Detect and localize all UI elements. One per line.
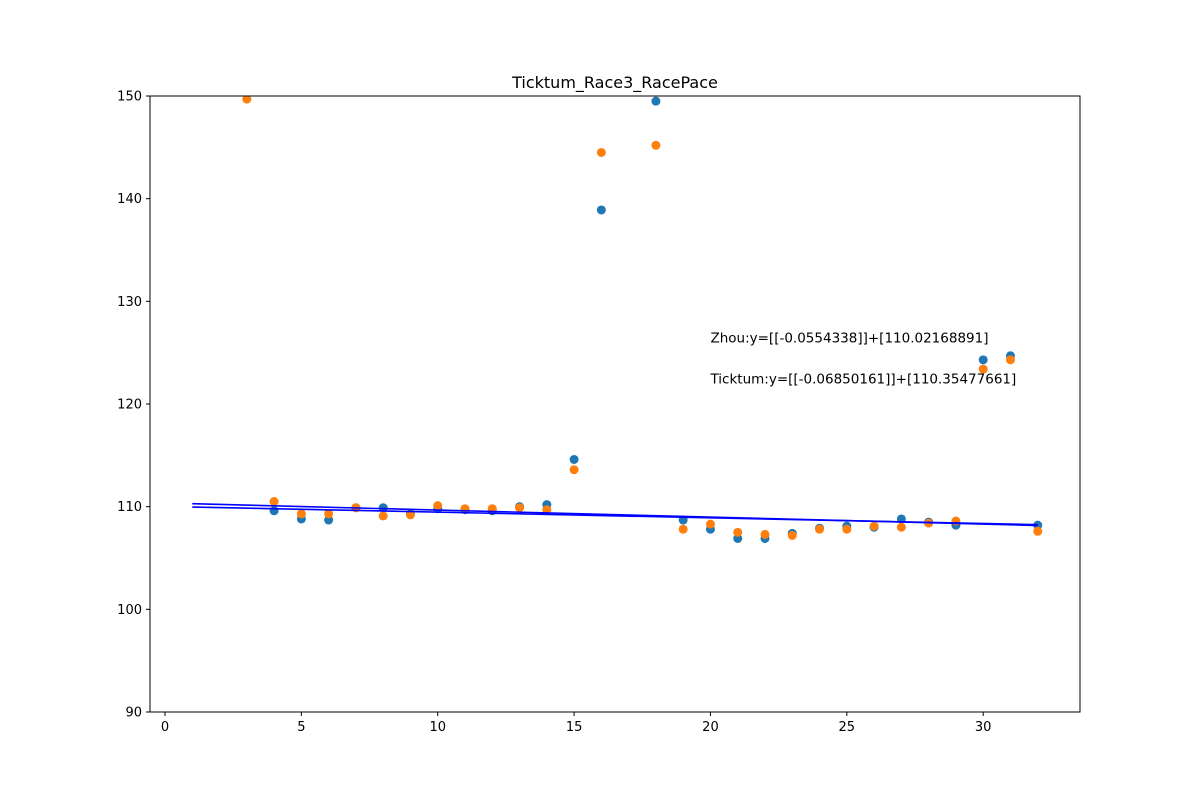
point-series2-17 — [733, 527, 743, 537]
point-series2-21 — [842, 524, 852, 534]
axes: 0 5 10 15 20 25 30 90 100 110 120 130 140 150 — [117, 90, 991, 736]
x-tick-label-0: 0 — [161, 720, 169, 735]
point-series1-4 — [378, 503, 388, 513]
point-series2-6 — [405, 510, 415, 520]
point-series1-16 — [733, 533, 743, 543]
point-series2-10 — [515, 503, 525, 513]
y-tick-label-110: 110 — [117, 500, 142, 515]
plot-frame — [149, 95, 1081, 713]
point-series2-13 — [596, 147, 606, 157]
fit-line-2 — [192, 502, 1038, 527]
x-tick-label-30: 30 — [975, 720, 992, 735]
point-series1-12 — [596, 205, 606, 215]
x-tick-label-25: 25 — [839, 720, 856, 735]
point-series2-16 — [705, 519, 715, 529]
point-series2-11 — [542, 505, 552, 515]
y-tick-label-120: 120 — [117, 398, 142, 413]
point-series1-0 — [269, 506, 279, 516]
point-series2-1 — [269, 497, 279, 507]
y-tick-label-100: 100 — [117, 603, 142, 618]
point-series2-27 — [1005, 355, 1015, 365]
point-series2-14 — [651, 140, 661, 150]
x-tick-label-5: 5 — [297, 720, 305, 735]
x-tick-label-10: 10 — [429, 720, 446, 735]
x-tick-label-20: 20 — [702, 720, 719, 735]
point-series1-11 — [569, 454, 579, 464]
point-series1-25 — [978, 355, 988, 365]
annotation-2: Ticktum:y=[[-0.06850161]]+[110.35477661] — [709, 371, 1016, 387]
y-tick-label-150: 150 — [117, 90, 142, 105]
point-series2-26 — [978, 364, 988, 374]
point-series2-12 — [569, 465, 579, 475]
plot-area: Zhou:y=[[-0.0554338]]+[110.02168891] Tick… — [192, 96, 1043, 543]
y-tick-label-130: 130 — [117, 295, 142, 310]
point-series2-0 — [242, 96, 252, 104]
point-series2-18 — [760, 529, 770, 539]
point-series1-13 — [651, 96, 661, 106]
y-tick-label-90: 90 — [125, 706, 142, 721]
point-series2-2 — [296, 509, 306, 519]
x-tick-label-15: 15 — [566, 720, 583, 735]
point-series2-23 — [896, 522, 906, 532]
point-series2-19 — [787, 530, 797, 540]
point-series1-2 — [324, 515, 334, 525]
y-tick-label-140: 140 — [117, 192, 142, 207]
point-series2-22 — [869, 521, 879, 531]
chart-title: Ticktum_Race3_RacePace — [511, 73, 718, 93]
point-series2-20 — [815, 524, 825, 534]
annotation-1: Zhou:y=[[-0.0554338]]+[110.02168891] — [710, 330, 988, 346]
point-series2-15 — [678, 524, 688, 534]
point-series2-3 — [324, 509, 334, 519]
point-series2-5 — [378, 511, 388, 521]
point-series2-28 — [1033, 526, 1043, 536]
point-series2-7 — [433, 501, 443, 511]
